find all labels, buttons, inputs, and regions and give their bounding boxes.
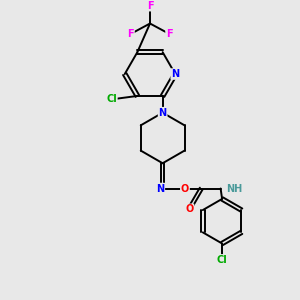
- Text: F: F: [147, 1, 153, 11]
- Text: Cl: Cl: [106, 94, 117, 104]
- Text: O: O: [185, 204, 194, 214]
- Text: N: N: [159, 108, 167, 118]
- Text: NH: NH: [226, 184, 242, 194]
- Text: F: F: [128, 29, 134, 39]
- Text: O: O: [181, 184, 189, 194]
- Text: N: N: [171, 69, 179, 79]
- Text: Cl: Cl: [217, 255, 227, 265]
- Text: F: F: [166, 29, 172, 39]
- Text: N: N: [156, 184, 164, 194]
